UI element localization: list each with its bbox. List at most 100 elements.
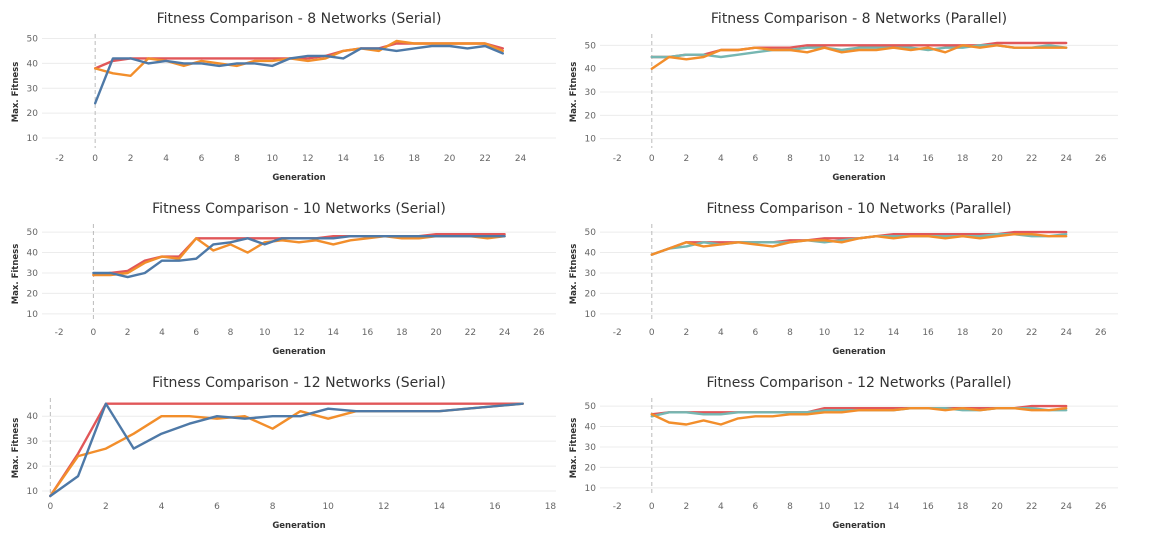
series-line-3 [92,234,506,279]
x-tick-label: 12 [853,502,864,512]
x-tick-label: 14 [328,328,340,338]
x-axis-label: Generation [272,173,325,183]
x-tick-label: 14 [888,154,900,164]
y-tick-label: 40 [27,249,39,259]
chart-2: Fitness Comparison - 8 Networks (Paralle… [569,11,1118,183]
x-tick-label: 16 [922,328,934,338]
y-tick-label: 40 [585,65,597,75]
x-tick-label: 0 [649,328,655,338]
x-tick-label: 24 [515,154,527,164]
y-tick-label: 20 [585,463,597,473]
x-axis-label: Generation [832,347,885,357]
x-tick-label: 22 [479,154,490,164]
x-tick-label: 10 [819,154,831,164]
y-tick-label: 50 [585,228,597,238]
y-tick-label: 40 [27,59,39,69]
y-tick-label: 40 [27,412,39,422]
y-tick-label: 10 [585,135,597,145]
y-tick-label: 30 [585,88,597,98]
x-tick-label: 14 [888,502,900,512]
x-tick-label: 2 [683,154,689,164]
chart-title: Fitness Comparison - 8 Networks (Serial) [157,11,442,27]
x-tick-label: 26 [1095,502,1107,512]
y-axis-label: Max. Fitness [11,244,21,305]
series-line-2 [92,234,506,277]
x-tick-label: 12 [293,328,304,338]
y-tick-label: 20 [27,109,39,119]
x-tick-label: 0 [649,502,655,512]
series-line-3 [650,44,1068,70]
y-tick-label: 30 [27,437,39,447]
y-tick-label: 10 [27,310,39,320]
x-tick-label: 4 [163,154,169,164]
x-tick-label: 16 [362,328,374,338]
x-tick-label: 6 [753,154,759,164]
x-tick-label: 6 [199,154,205,164]
y-tick-label: 10 [27,134,39,144]
x-tick-label: 14 [888,328,900,338]
x-tick-label: 0 [47,502,53,512]
x-tick-label: 16 [489,502,501,512]
y-tick-label: 50 [27,34,39,44]
series-line-3 [49,402,524,498]
x-tick-label: 20 [991,328,1003,338]
chart-title: Fitness Comparison - 10 Networks (Serial… [152,201,446,217]
y-axis-label: Max. Fitness [569,244,579,305]
y-tick-label: 50 [585,402,597,412]
x-tick-label: 2 [683,328,689,338]
y-tick-label: 30 [27,269,39,279]
x-tick-label: 14 [434,502,446,512]
x-tick-label: 0 [92,154,98,164]
x-tick-label: 24 [1060,154,1072,164]
x-tick-label: 8 [228,328,234,338]
series-line-2 [49,402,524,498]
x-tick-label: 26 [533,328,545,338]
y-tick-label: 30 [27,84,39,94]
x-tick-label: 6 [753,328,759,338]
y-tick-label: 30 [585,443,597,453]
x-tick-label: 20 [444,154,456,164]
x-axis-label: Generation [272,521,325,531]
chart-4: Fitness Comparison - 10 Networks (Parall… [569,201,1118,357]
x-tick-label: 24 [499,328,511,338]
x-tick-label: 24 [1060,328,1072,338]
x-tick-label: 4 [718,502,724,512]
x-tick-label: 12 [302,154,313,164]
y-axis-label: Max. Fitness [569,62,579,123]
chart-title: Fitness Comparison - 12 Networks (Parall… [706,375,1011,391]
x-tick-label: 8 [270,502,276,512]
x-tick-label: 26 [1095,154,1107,164]
y-tick-label: 40 [585,423,597,433]
x-tick-label: 10 [259,328,271,338]
x-tick-label: 10 [819,328,831,338]
x-tick-label: 2 [683,502,689,512]
x-tick-label: 18 [957,328,969,338]
x-tick-label: 18 [957,502,969,512]
chart-title: Fitness Comparison - 10 Networks (Parall… [706,201,1011,217]
x-tick-label: 6 [193,328,199,338]
x-tick-label: 4 [718,328,724,338]
x-tick-label: 2 [128,154,134,164]
x-axis-label: Generation [272,347,325,357]
y-tick-label: 10 [585,484,597,494]
y-axis-label: Max. Fitness [11,418,21,479]
y-axis-label: Max. Fitness [569,418,579,479]
x-tick-label: 10 [322,502,334,512]
x-tick-label: 4 [718,154,724,164]
x-tick-label: 20 [991,502,1003,512]
x-tick-label: 4 [159,502,165,512]
x-tick-label: -2 [613,154,622,164]
x-tick-label: 20 [430,328,442,338]
series-line-1 [92,232,506,277]
x-tick-label: 0 [649,154,655,164]
y-tick-label: 10 [27,487,39,497]
x-tick-label: 18 [545,502,557,512]
x-tick-label: 18 [396,328,408,338]
x-tick-label: -2 [55,154,64,164]
x-tick-label: 22 [465,328,476,338]
x-tick-label: 16 [373,154,385,164]
x-tick-label: 24 [1060,502,1072,512]
x-tick-label: 2 [125,328,131,338]
